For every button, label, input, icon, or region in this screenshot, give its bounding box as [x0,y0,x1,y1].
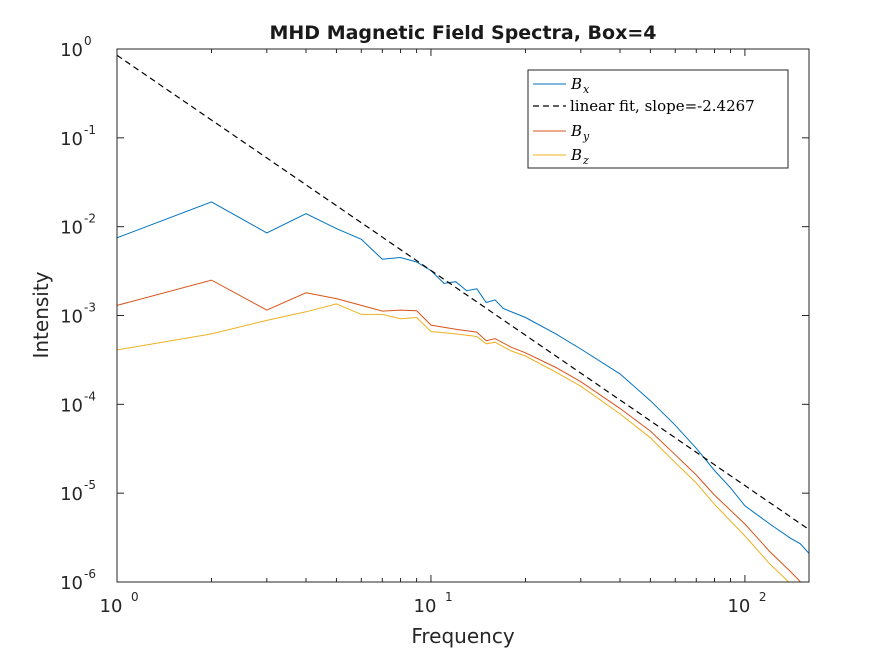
legend-label-1: linear fit, slope=-2.4267 [570,97,755,115]
ticks-layer [116,48,809,583]
x-tick-labels: 10 0 10 1 10 2 [100,590,767,617]
x-tick-exponent: 0 [131,590,139,604]
y-tick-label: 10 [60,484,83,505]
x-tick-exponent: 1 [445,590,453,604]
series-line-3 [117,303,790,582]
y-tick-exponent: -3 [84,301,96,315]
y-tick-exponent: 0 [84,34,92,48]
y-tick-exponent: -1 [84,123,96,137]
x-tick-label: 10 [100,596,123,617]
x-tick-label: 10 [727,596,750,617]
legend-label-0: B [570,75,582,93]
legend-label-2: B [570,122,582,140]
y-axis-label: Intensity [29,271,53,358]
y-tick-label: 10 [60,218,83,239]
chart-title: MHD Magnetic Field Spectra, Box=4 [270,22,657,44]
series-line-0 [117,201,809,554]
y-tick-label: 10 [60,129,83,150]
legend-label-sub-0: x [583,83,590,96]
y-tick-label: 10 [60,40,83,61]
y-tick-label: 10 [60,395,83,416]
x-axis-label: Frequency [411,624,514,648]
x-tick-exponent: 2 [759,590,767,604]
y-tick-label: 10 [60,573,83,594]
y-tick-exponent: -2 [84,212,96,226]
y-tick-exponent: -6 [84,567,96,581]
legend-label-sub-2: y [582,130,590,143]
series-layer [117,54,809,582]
x-tick-label: 10 [414,596,437,617]
series-line-2 [117,279,802,582]
legend-label-sub-3: z [582,154,589,167]
y-tick-exponent: -5 [84,478,96,492]
y-tick-exponent: -4 [84,389,96,403]
y-tick-label: 10 [60,307,83,328]
legend-label-3: B [570,146,582,164]
legend-box [527,69,789,169]
